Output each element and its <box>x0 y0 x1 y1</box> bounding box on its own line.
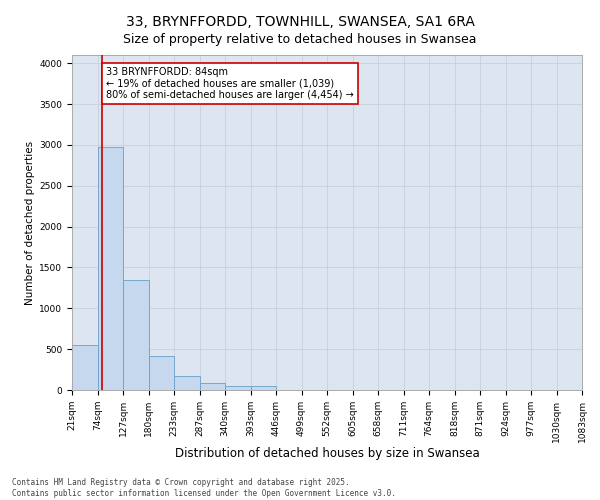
Text: 33 BRYNFFORDD: 84sqm
← 19% of detached houses are smaller (1,039)
80% of semi-de: 33 BRYNFFORDD: 84sqm ← 19% of detached h… <box>106 68 354 100</box>
Text: 33, BRYNFFORDD, TOWNHILL, SWANSEA, SA1 6RA: 33, BRYNFFORDD, TOWNHILL, SWANSEA, SA1 6… <box>125 15 475 29</box>
Bar <box>225 386 251 390</box>
Y-axis label: Number of detached properties: Number of detached properties <box>25 140 35 304</box>
Bar <box>174 376 199 390</box>
Bar <box>251 386 276 390</box>
X-axis label: Distribution of detached houses by size in Swansea: Distribution of detached houses by size … <box>175 448 479 460</box>
Bar <box>72 345 97 390</box>
Text: Size of property relative to detached houses in Swansea: Size of property relative to detached ho… <box>123 32 477 46</box>
Text: Contains HM Land Registry data © Crown copyright and database right 2025.
Contai: Contains HM Land Registry data © Crown c… <box>12 478 396 498</box>
Bar <box>149 356 174 390</box>
Bar <box>123 280 149 390</box>
Bar <box>97 148 123 390</box>
Bar <box>199 382 225 390</box>
